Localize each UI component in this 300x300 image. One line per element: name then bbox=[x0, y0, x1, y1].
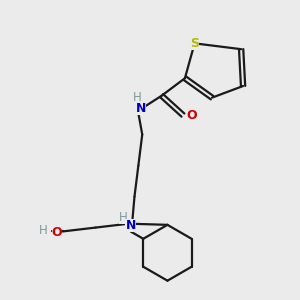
Text: O: O bbox=[186, 109, 197, 122]
Text: H: H bbox=[39, 224, 48, 237]
Text: H: H bbox=[119, 212, 128, 224]
Text: N: N bbox=[136, 102, 146, 115]
Text: O: O bbox=[52, 226, 62, 239]
Text: S: S bbox=[190, 37, 199, 50]
Text: H: H bbox=[133, 91, 142, 104]
Text: N: N bbox=[125, 219, 136, 232]
